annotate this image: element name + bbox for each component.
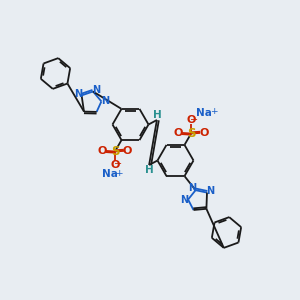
Text: Na: Na bbox=[196, 107, 212, 118]
Text: S: S bbox=[187, 127, 195, 140]
Text: N: N bbox=[180, 195, 188, 206]
Text: N: N bbox=[74, 89, 83, 99]
Text: H: H bbox=[152, 110, 161, 120]
Text: O: O bbox=[186, 115, 196, 125]
Text: N: N bbox=[92, 85, 100, 95]
Text: +: + bbox=[210, 107, 217, 116]
Text: −: − bbox=[114, 159, 122, 169]
Text: −: − bbox=[190, 115, 198, 125]
Text: O: O bbox=[98, 146, 107, 156]
Text: O: O bbox=[174, 128, 183, 138]
Text: +: + bbox=[115, 169, 122, 178]
Text: N: N bbox=[101, 96, 110, 106]
Text: Na: Na bbox=[102, 169, 117, 179]
Text: S: S bbox=[111, 145, 119, 158]
Text: N: N bbox=[206, 185, 214, 196]
Text: O: O bbox=[123, 146, 132, 156]
Text: N: N bbox=[188, 183, 196, 193]
Text: H: H bbox=[145, 165, 154, 176]
Text: O: O bbox=[110, 160, 120, 170]
Text: O: O bbox=[199, 128, 208, 138]
